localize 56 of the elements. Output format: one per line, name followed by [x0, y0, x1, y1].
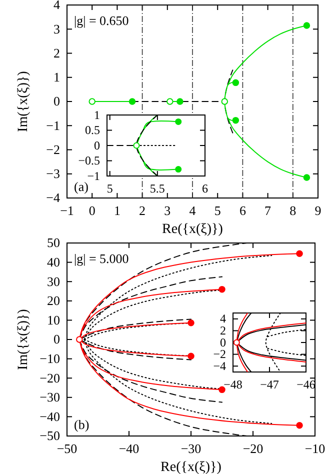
x-tick-label: −46: [296, 378, 316, 392]
x-tick-label: −48: [224, 378, 242, 392]
y-tick-label: 40: [47, 254, 60, 270]
x-tick-label: 8: [290, 203, 296, 218]
y-tick-label: 0: [220, 335, 226, 350]
x-tick-label: 5: [106, 182, 113, 196]
x-axis-title: Re({x(ξ)}): [160, 460, 222, 474]
x-tick-label: −47: [260, 378, 279, 392]
y-tick-label: −4: [46, 190, 60, 206]
x-axis-title: Re({x(ξ)}): [162, 222, 224, 237]
annotation: |g| = 0.650: [74, 13, 129, 28]
annotation: (a): [74, 179, 88, 194]
y-axis-title: Im({x(ξ)}): [16, 308, 31, 370]
x-tick-label: 5: [214, 203, 221, 218]
x-tick-label: 3: [164, 203, 171, 218]
y-tick-label: −1: [46, 118, 60, 133]
y-tick-label: 4: [220, 312, 226, 326]
x-tick-label: −40: [118, 441, 140, 456]
x-tick-label: −30: [180, 441, 202, 456]
y-tick-label: 50: [47, 235, 60, 250]
y-tick-label: −50: [40, 428, 60, 444]
y-tick-label: −2: [46, 142, 60, 157]
y-tick-label: 2: [54, 45, 60, 60]
y-tick-label: 0.5: [85, 123, 100, 138]
y-tick-label: 4: [54, 0, 60, 12]
y-tick-label: −30: [40, 390, 60, 405]
y-tick-label: 0: [94, 138, 100, 152]
y-tick-label: −0.5: [78, 154, 100, 168]
y-tick-label: −4: [213, 358, 226, 373]
x-tick-label: 6: [239, 203, 246, 218]
x-tick-label: 7: [264, 203, 272, 218]
y-tick-label: −40: [40, 408, 60, 424]
annotation: |g| = 5.000: [74, 251, 129, 266]
y-tick-label: 0: [54, 332, 60, 347]
y-tick-label: −10: [40, 350, 60, 366]
x-tick-label: 1: [114, 203, 120, 218]
x-tick-label: 4: [189, 203, 196, 218]
y-tick-label: 1: [94, 108, 100, 122]
y-tick-label: 30: [47, 274, 60, 289]
y-tick-label: 2: [220, 324, 226, 338]
y-tick-label: 20: [47, 293, 60, 308]
x-tick-label: 9: [314, 203, 322, 218]
y-tick-label: 3: [54, 21, 60, 36]
y-tick-label: 1: [54, 70, 60, 85]
y-axis-title: Im({x(ξ)}): [16, 70, 31, 132]
x-tick-label: 5.5: [150, 182, 165, 196]
y-tick-label: 0: [54, 94, 60, 109]
y-tick-label: −3: [46, 166, 60, 182]
annotation: (b): [74, 417, 90, 432]
x-tick-label: −10: [304, 441, 326, 456]
y-tick-label: −2: [213, 347, 226, 362]
y-tick-label: −1: [87, 168, 100, 183]
x-tick-label: 2: [139, 203, 146, 218]
y-tick-label: 10: [47, 312, 60, 328]
x-tick-label: −20: [242, 441, 264, 456]
x-tick-label: 6: [202, 182, 208, 196]
